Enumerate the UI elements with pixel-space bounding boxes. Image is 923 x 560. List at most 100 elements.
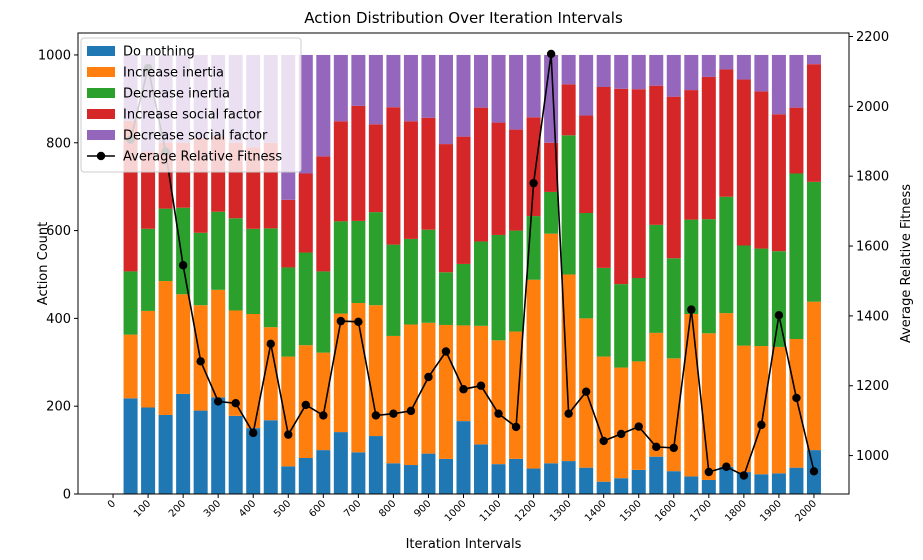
bar-do-nothing-1950 <box>789 467 804 494</box>
fitness-point-1150 <box>511 422 521 432</box>
x-tick-label-400: 400 <box>237 498 258 519</box>
bar-increase-social-factor-850 <box>403 121 418 239</box>
bar-increase-social-factor-700 <box>351 105 366 221</box>
bar-increase-social-factor-1800 <box>736 79 751 246</box>
fitness-point-900 <box>424 372 433 382</box>
bar-decrease-social-factor-850 <box>403 54 418 122</box>
bar-decrease-social-factor-600 <box>316 54 331 157</box>
y-tick-label-1000: 1000 <box>38 48 71 63</box>
x-tick-label-100: 100 <box>132 498 153 519</box>
fitness-point-600 <box>319 411 328 420</box>
bar-decrease-social-factor-1500 <box>631 54 646 90</box>
bar-decrease-social-factor-650 <box>333 54 348 122</box>
bar-decrease-social-factor-1800 <box>736 54 751 80</box>
fitness-point-1450 <box>617 429 626 439</box>
bar-increase-inertia-1800 <box>736 345 751 473</box>
x-tick-label-1600: 1600 <box>653 498 679 524</box>
x-tick-label-1000: 1000 <box>443 498 469 524</box>
legend-swatch-decrease-social-factor <box>87 130 115 140</box>
legend-swatch-increase-inertia <box>87 67 115 77</box>
bar-increase-social-factor-1250 <box>544 142 559 192</box>
x-tick-label-1200: 1200 <box>513 498 539 524</box>
legend-swatch-increase-social-factor <box>87 109 115 119</box>
bar-decrease-inertia-950 <box>438 272 453 325</box>
fitness-point-450 <box>266 339 275 349</box>
bar-increase-inertia-950 <box>438 324 453 459</box>
fitness-point-500 <box>284 430 293 439</box>
fitness-point-200 <box>178 261 188 270</box>
bar-increase-inertia-1950 <box>789 339 804 468</box>
x-tick-label-1800: 1800 <box>723 498 749 524</box>
y2-tick-label-2200: 2200 <box>856 30 889 45</box>
bar-do-nothing-550 <box>298 457 313 494</box>
bar-increase-social-factor-1400 <box>596 87 611 268</box>
x-tick-label-1400: 1400 <box>583 498 609 524</box>
bar-do-nothing-1700 <box>701 479 716 494</box>
bar-decrease-social-factor-750 <box>368 54 383 125</box>
bar-decrease-inertia-1150 <box>509 230 524 332</box>
bar-decrease-social-factor-1000 <box>456 54 471 137</box>
bar-increase-social-factor-800 <box>386 107 401 245</box>
bar-do-nothing-1200 <box>526 468 541 494</box>
bar-increase-inertia-900 <box>421 322 436 454</box>
bar-do-nothing-1750 <box>719 466 734 494</box>
legend-swatch-decrease-inertia <box>87 88 115 98</box>
bar-increase-inertia-400 <box>246 313 261 429</box>
bar-increase-inertia-750 <box>368 305 383 437</box>
fitness-point-800 <box>389 409 398 418</box>
fitness-point-1350 <box>581 387 591 396</box>
bar-decrease-inertia-400 <box>246 228 261 314</box>
bar-decrease-inertia-450 <box>263 228 278 328</box>
bar-increase-social-factor-900 <box>421 117 436 230</box>
fitness-point-1100 <box>494 409 503 418</box>
bar-do-nothing-1500 <box>631 469 646 494</box>
bar-increase-inertia-850 <box>403 324 418 466</box>
bar-decrease-inertia-600 <box>316 271 331 353</box>
bar-increase-social-factor-1950 <box>789 107 804 174</box>
fitness-point-700 <box>354 317 363 327</box>
bar-decrease-inertia-1400 <box>596 267 611 357</box>
bar-do-nothing-750 <box>368 436 383 494</box>
y-tick-label-800: 800 <box>46 136 71 151</box>
bar-decrease-inertia-900 <box>421 229 436 323</box>
legend-label-decrease-inertia: Decrease inertia <box>123 87 230 102</box>
bar-do-nothing-1050 <box>474 444 489 494</box>
bar-decrease-social-factor-1450 <box>614 54 629 89</box>
x-tick-label-700: 700 <box>342 498 363 519</box>
y-tick-label-400: 400 <box>46 312 71 327</box>
legend-label-average-relative-fitness: Average Relative Fitness <box>123 150 282 165</box>
bar-do-nothing-1850 <box>754 474 769 494</box>
bar-increase-inertia-1100 <box>491 340 506 465</box>
fitness-point-1500 <box>634 422 643 431</box>
bar-decrease-social-factor-1350 <box>579 54 594 116</box>
y-tick-label-200: 200 <box>46 400 71 415</box>
bar-do-nothing-300 <box>211 397 226 494</box>
bar-decrease-inertia-150 <box>158 208 173 282</box>
bar-do-nothing-450 <box>263 420 278 494</box>
bar-decrease-inertia-200 <box>176 207 191 295</box>
bar-do-nothing-200 <box>176 393 191 494</box>
bar-decrease-inertia-1450 <box>614 284 629 368</box>
bar-decrease-social-factor-1550 <box>649 54 664 86</box>
bar-decrease-inertia-1000 <box>456 263 471 326</box>
bar-increase-social-factor-1000 <box>456 136 471 264</box>
bar-decrease-inertia-350 <box>228 218 243 311</box>
bar-do-nothing-800 <box>386 463 401 494</box>
bar-increase-inertia-1250 <box>544 233 559 464</box>
y2-tick-label-1600: 1600 <box>856 240 889 255</box>
bar-decrease-inertia-1300 <box>561 135 576 275</box>
bar-decrease-social-factor-1950 <box>789 54 804 108</box>
bar-increase-social-factor-1650 <box>684 90 699 220</box>
bar-increase-social-factor-1200 <box>526 117 541 217</box>
fitness-point-1400 <box>599 436 608 446</box>
bar-increase-social-factor-1550 <box>649 85 664 225</box>
bar-do-nothing-400 <box>246 428 261 494</box>
bar-do-nothing-1300 <box>561 461 576 494</box>
bar-decrease-inertia-2000 <box>806 181 821 302</box>
bar-decrease-social-factor-1400 <box>596 54 611 88</box>
fitness-point-550 <box>301 400 310 410</box>
bar-do-nothing-1600 <box>666 471 681 494</box>
bar-decrease-inertia-1500 <box>631 277 646 362</box>
x-tick-label-500: 500 <box>272 498 293 519</box>
bar-decrease-social-factor-900 <box>421 54 436 118</box>
